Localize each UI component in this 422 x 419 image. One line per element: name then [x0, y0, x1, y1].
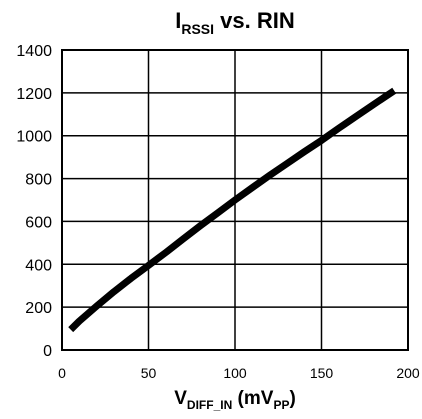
- chart-title: IRSSI vs. RIN: [175, 8, 295, 37]
- y-tick-label: 1000: [16, 129, 52, 146]
- x-axis-label-main: V: [174, 388, 187, 409]
- x-tick-label: 0: [58, 365, 66, 381]
- y-tick-label: 400: [25, 257, 52, 274]
- series-line: [68, 87, 397, 333]
- y-tick-label: 1200: [16, 86, 52, 103]
- x-axis-label-mid: (mV: [232, 388, 274, 409]
- plot-frame: [61, 49, 409, 351]
- plot-area: 0 200 400 600 800 1000 1200 1400 0 50 100 150 200: [16, 43, 419, 381]
- y-tick-label: 800: [25, 172, 52, 189]
- x-axis-label-sub1: DIFF_IN: [187, 398, 232, 412]
- x-axis-label-end: ): [289, 388, 295, 409]
- y-tick-label: 200: [25, 300, 52, 317]
- chart-title-rest: vs. RIN: [214, 8, 295, 33]
- x-axis-label: VDIFF_IN (mVPP): [174, 388, 296, 412]
- y-tick-label: 600: [25, 214, 52, 231]
- x-tick-label: 50: [141, 365, 157, 381]
- y-tick-label: 0: [43, 343, 52, 360]
- x-tick-label: 200: [396, 365, 420, 381]
- x-tick-label: 100: [223, 365, 247, 381]
- chart-title-sub: RSSI: [181, 21, 214, 37]
- x-tick-label: 150: [310, 365, 334, 381]
- y-tick-label: 1400: [16, 43, 52, 60]
- x-axis-label-sub2: PP: [273, 398, 289, 412]
- chart-title-main: I: [175, 8, 181, 33]
